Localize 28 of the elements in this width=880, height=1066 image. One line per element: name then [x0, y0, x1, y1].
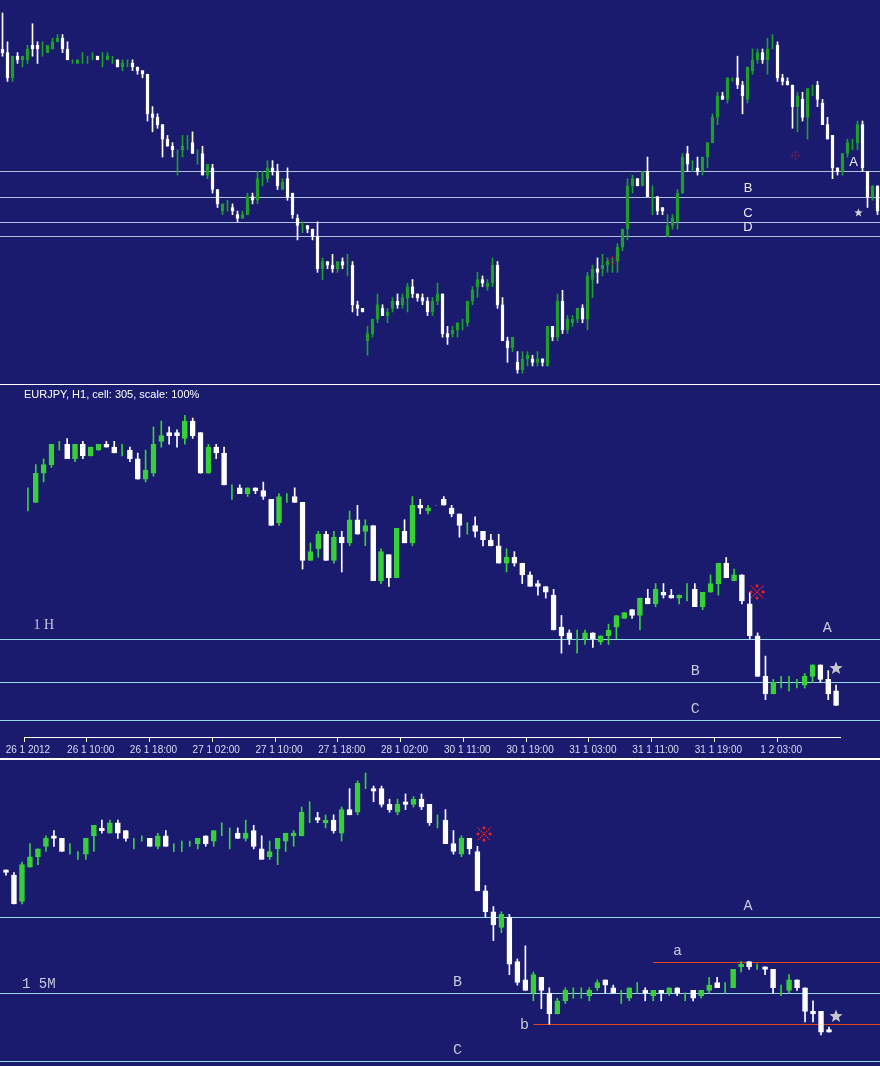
x-tick-label: 31 1 03:00 [569, 743, 617, 755]
x-tick-label: 30 1 19:00 [506, 743, 555, 755]
ref-line-label: C [743, 204, 753, 220]
chart-title: EURJPY, H1, cell: 305, scale: 100% [24, 387, 200, 400]
x-tick-label: 28 1 02:00 [380, 743, 429, 755]
annotation: 1 5M [22, 976, 56, 992]
ref-line-label: D [743, 219, 753, 235]
x-tick-label: 26 1 18:00 [129, 743, 178, 755]
x-tick-label: 31 1 11:00 [632, 743, 680, 755]
ref-line-label: C [690, 700, 700, 718]
ref-line-label: A [822, 619, 832, 637]
ref-line-label: A [743, 898, 753, 916]
ref-line-label: b [519, 1017, 529, 1035]
ref-line-label: A [849, 154, 859, 170]
ref-line-label: B [743, 179, 753, 195]
x-tick-label: 1 2 03:00 [760, 743, 803, 755]
ref-line-label: a [673, 942, 683, 960]
x-tick-label: 27 1 02:00 [192, 743, 241, 755]
x-tick-label: 30 1 11:00 [444, 743, 491, 755]
x-tick-label: 31 1 19:00 [694, 743, 743, 755]
x-tick-label: 27 1 18:00 [318, 743, 366, 755]
ref-line-label: B [690, 663, 700, 681]
ref-line-label: B [453, 973, 463, 991]
annotation: 1 H [33, 617, 55, 632]
ref-line-label: C [453, 1042, 463, 1060]
x-tick-label: 26 1 10:00 [67, 743, 115, 755]
x-tick-label: 26 1 2012 [5, 743, 51, 755]
x-tick-label: 27 1 10:00 [255, 743, 304, 755]
